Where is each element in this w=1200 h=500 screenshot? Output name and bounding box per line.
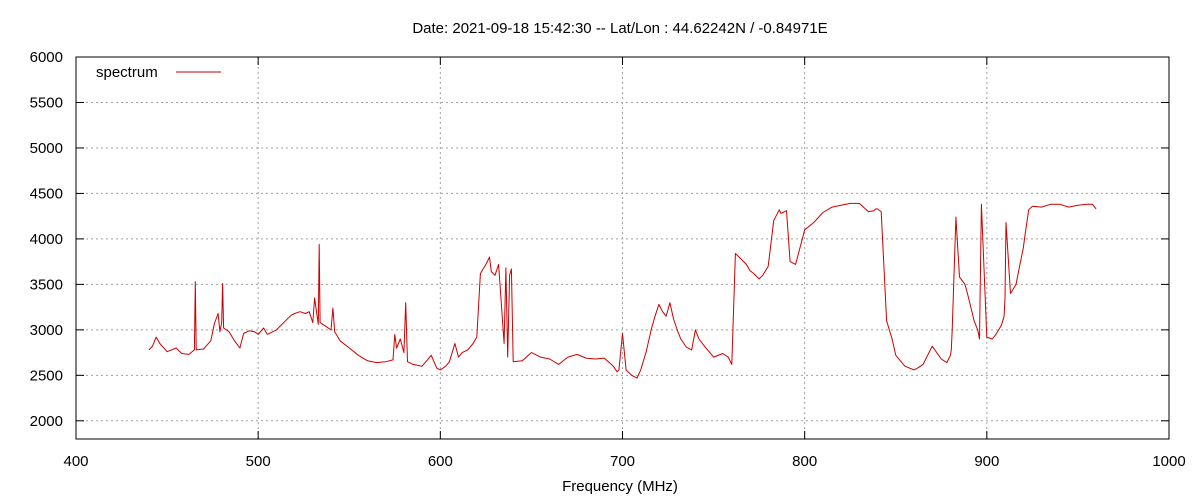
x-tick-label: 800 (792, 453, 817, 470)
y-tick-label: 6000 (30, 49, 63, 66)
y-tick-label: 3000 (30, 322, 63, 339)
x-tick-label: 900 (974, 453, 999, 470)
series-layer (148, 202, 1097, 379)
x-axis-ticks: 400 500 600 700 800 900 1000 (63, 57, 1186, 470)
x-tick-label: 1000 (1152, 453, 1185, 470)
y-tick-label: 2500 (30, 367, 63, 384)
legend: spectrum (96, 64, 221, 81)
x-tick-label: 500 (246, 453, 271, 470)
x-tick-label: 400 (63, 453, 88, 470)
series-line-spectrum (148, 202, 1097, 379)
y-axis-ticks: 2000 2500 3000 3500 4000 4500 5000 5500 6000 (30, 49, 1169, 430)
y-tick-label: 2000 (30, 413, 63, 430)
x-tick-label: 600 (428, 453, 453, 470)
y-tick-label: 5500 (30, 94, 63, 111)
y-tick-label: 4500 (30, 185, 63, 202)
y-tick-label: 3500 (30, 276, 63, 293)
x-tick-label: 700 (610, 453, 635, 470)
y-tick-label: 5000 (30, 140, 63, 157)
grid-lines (76, 57, 1169, 439)
plot-frame (75, 56, 1170, 440)
y-tick-label: 4000 (30, 231, 63, 248)
x-axis-label: Frequency (MHz) (562, 478, 678, 495)
legend-label-spectrum: spectrum (96, 64, 158, 81)
chart-title: Date: 2021-09-18 15:42:30 -- Lat/Lon : 4… (412, 20, 827, 37)
